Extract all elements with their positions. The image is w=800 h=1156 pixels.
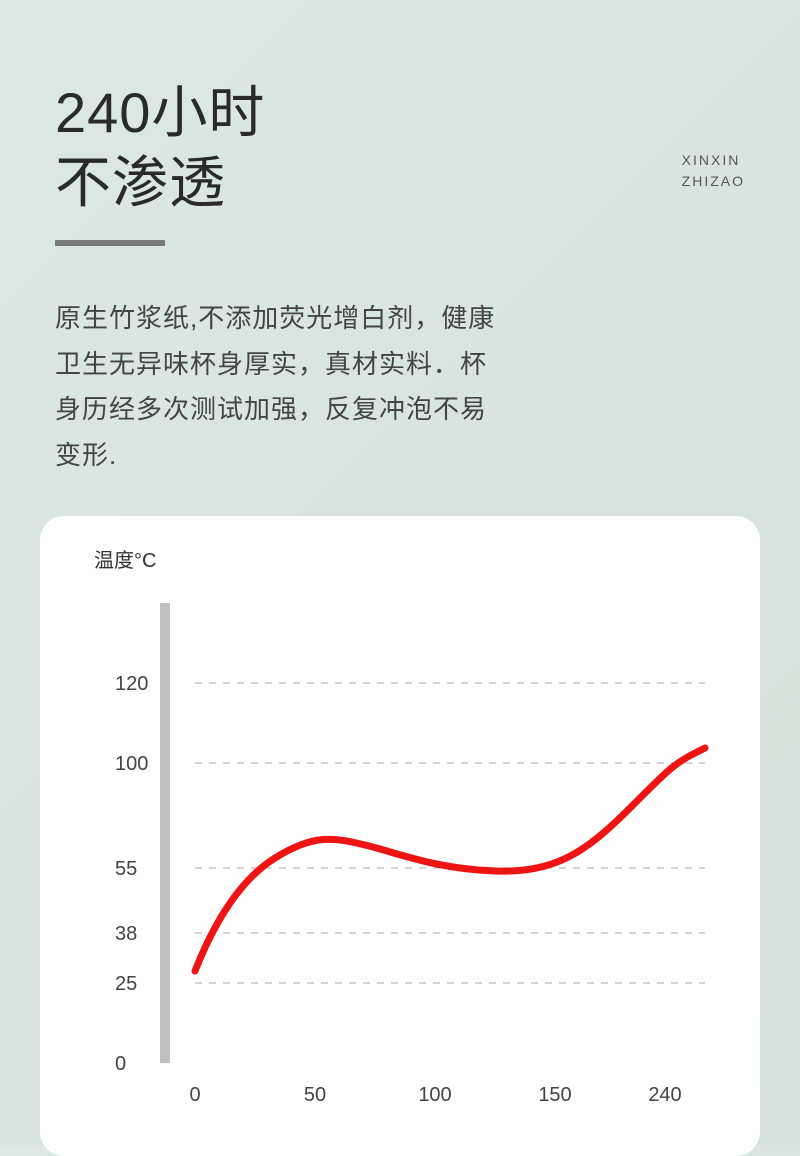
x-tick-label: 150 (538, 1084, 571, 1106)
y-tick-label: 38 (115, 923, 137, 945)
brand-line-1: XINXIN (682, 150, 745, 171)
y-axis-title: 温度°C (94, 544, 726, 573)
y-tick-label: 25 (115, 973, 137, 995)
chart-plot: 0 25 38 55 100 120 0 50 100 150 240 (74, 583, 726, 1123)
title-line-1: 240小时 (55, 78, 745, 148)
title-line-2: 不渗透 (55, 148, 745, 218)
y-tick-label: 100 (115, 753, 148, 775)
x-tick-label: 50 (304, 1084, 326, 1106)
x-tick-label: 0 (189, 1084, 200, 1106)
brand-line-2: ZHIZAO (682, 171, 745, 192)
chart-svg: 0 25 38 55 100 120 0 50 100 150 240 (74, 583, 726, 1123)
title-underline (55, 240, 165, 246)
data-curve (195, 748, 705, 971)
description-text: 原生竹浆纸,不添加荧光增白剂，健康卫生无异味杯身厚实，真材实料．杯身历经多次测试… (0, 246, 560, 478)
x-tick-label: 240 (648, 1084, 681, 1106)
chart-card: 温度°C 0 25 38 55 100 120 0 50 100 150 240 (40, 516, 760, 1156)
y-tick-label: 55 (115, 858, 137, 880)
header: 240小时 不渗透 XINXIN ZHIZAO (0, 0, 800, 246)
x-tick-label: 100 (418, 1084, 451, 1106)
page-title: 240小时 不渗透 (55, 78, 745, 218)
brand-mark: XINXIN ZHIZAO (682, 150, 745, 192)
y-tick-label: 0 (115, 1053, 126, 1075)
y-tick-label: 120 (115, 673, 148, 695)
